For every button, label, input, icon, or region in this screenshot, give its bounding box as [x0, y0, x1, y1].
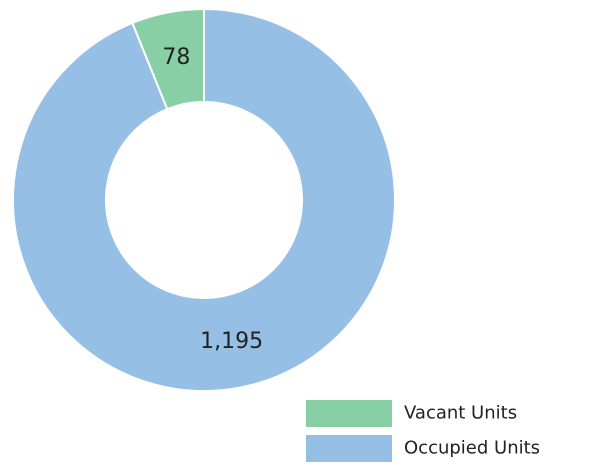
legend-swatch: [306, 400, 392, 427]
value-label: 1,195: [200, 329, 263, 354]
legend-label: Vacant Units: [404, 403, 517, 424]
legend-label: Occupied Units: [404, 438, 540, 459]
value-label: 78: [162, 45, 190, 70]
legend-swatch: [306, 435, 392, 462]
donut-slice: [12, 7, 396, 392]
